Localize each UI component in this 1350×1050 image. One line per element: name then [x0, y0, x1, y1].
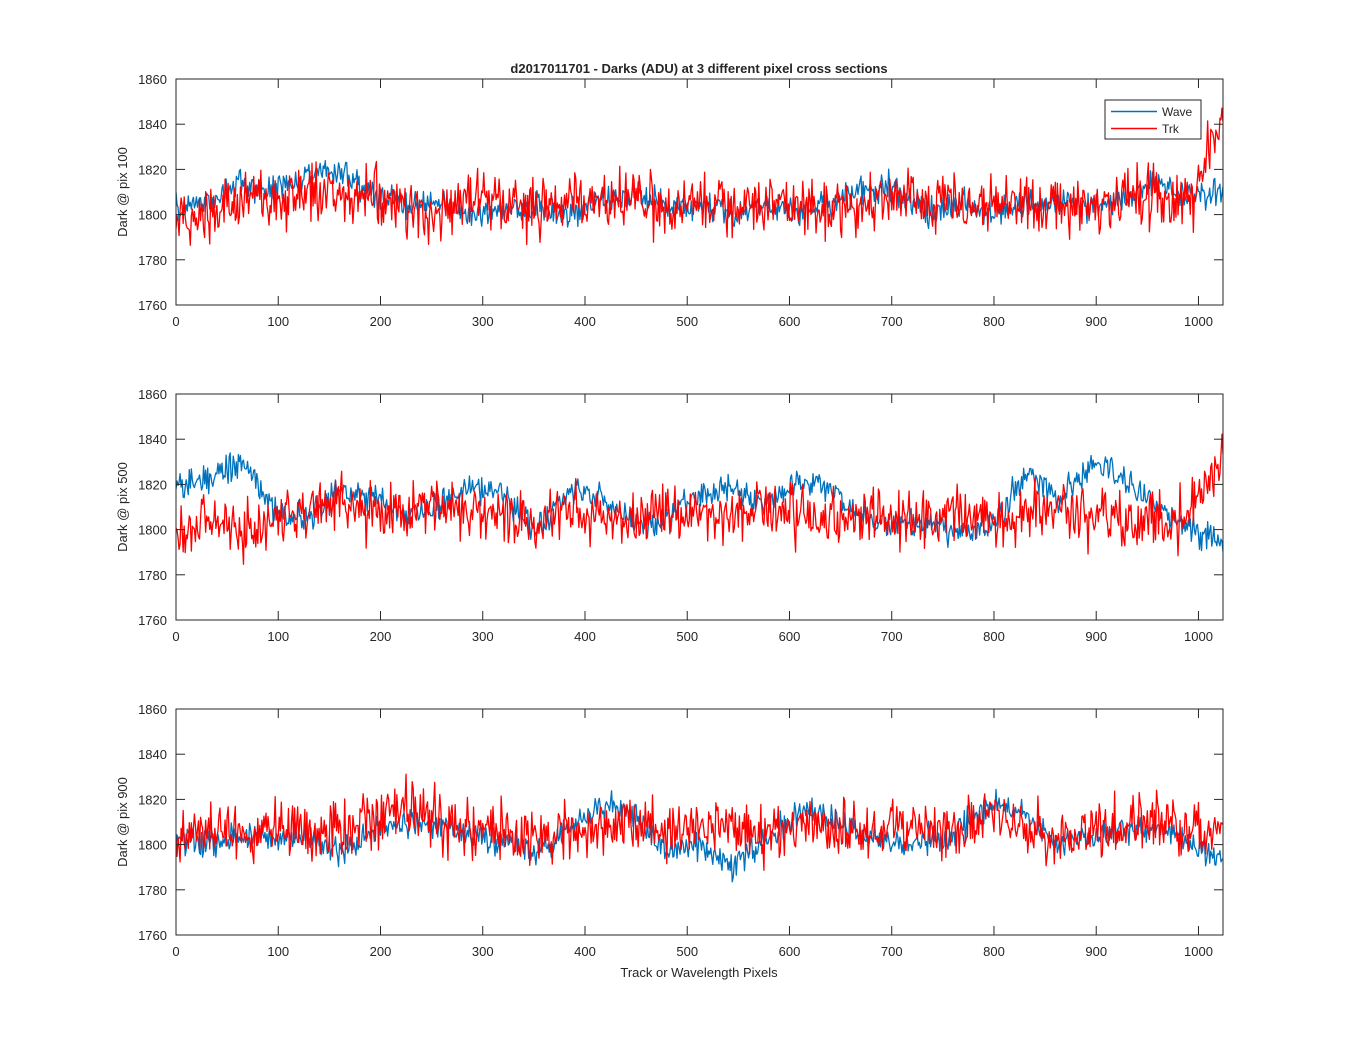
- x-tick-label: 900: [1085, 314, 1107, 329]
- x-tick-label: 300: [472, 944, 494, 959]
- y-tick-label: 1840: [138, 117, 167, 132]
- axes-box: [175, 393, 1224, 621]
- y-tick-label: 1860: [138, 702, 167, 717]
- x-tick-label: 200: [370, 629, 392, 644]
- y-tick-label: 1840: [138, 432, 167, 447]
- x-tick-label: 100: [267, 314, 289, 329]
- x-tick-label: 200: [370, 314, 392, 329]
- x-tick-label: 600: [779, 314, 801, 329]
- x-tick-label: 0: [172, 944, 179, 959]
- legend-label-wave: Wave: [1162, 105, 1193, 119]
- y-tick-label: 1780: [138, 568, 167, 583]
- x-tick-label: 400: [574, 314, 596, 329]
- y-tick-label: 1800: [138, 838, 167, 853]
- y-tick-label: 1780: [138, 253, 167, 268]
- x-tick-label: 600: [779, 629, 801, 644]
- x-tick-label: 800: [983, 629, 1005, 644]
- series-line-trk: [176, 107, 1223, 246]
- y-axis-label: Dark @ pix 500: [115, 462, 130, 552]
- y-tick-label: 1820: [138, 477, 167, 492]
- y-tick-label: 1780: [138, 883, 167, 898]
- x-axis-label: Track or Wavelength Pixels: [620, 965, 778, 980]
- subplot-3: 0 100 200 300 400 500 600 700 800 900 1000 1760 1780…: [115, 702, 1224, 959]
- x-tick-label: 500: [676, 629, 698, 644]
- y-axis-label: Dark @ pix 900: [115, 777, 130, 867]
- x-tick-label: 900: [1085, 944, 1107, 959]
- y-tick-label: 1760: [138, 613, 167, 628]
- x-tick-label: 1000: [1184, 314, 1213, 329]
- axes-box: [175, 708, 1224, 936]
- x-tick-label: 100: [267, 629, 289, 644]
- series-line-trk: [176, 773, 1223, 871]
- x-tick-label: 0: [172, 629, 179, 644]
- subplot-2: 0 100 200 300 400 500 600 700 800 900 1000 1760 1780…: [115, 387, 1224, 644]
- legend-label-trk: Trk: [1162, 122, 1180, 136]
- x-tick-label: 300: [472, 314, 494, 329]
- y-tick-label: 1820: [138, 162, 167, 177]
- legend-box: [1104, 99, 1202, 140]
- y-tick-label: 1760: [138, 298, 167, 313]
- x-tick-label: 900: [1085, 629, 1107, 644]
- legend: Wave Trk: [1104, 99, 1202, 140]
- figure-title: d2017011701 - Darks (ADU) at 3 different…: [510, 61, 887, 76]
- x-tick-label: 500: [676, 944, 698, 959]
- x-tick-label: 800: [983, 944, 1005, 959]
- series-line-wave: [176, 452, 1223, 552]
- x-tick-label: 400: [574, 944, 596, 959]
- x-tick-label: 300: [472, 629, 494, 644]
- subplot-1: 0 100 200 300 400 500 600 700 800 900 1000 1760 1780…: [115, 72, 1224, 329]
- y-tick-label: 1860: [138, 72, 167, 87]
- x-tick-label: 800: [983, 314, 1005, 329]
- y-tick-label: 1800: [138, 523, 167, 538]
- x-tick-label: 0: [172, 314, 179, 329]
- x-tick-label: 500: [676, 314, 698, 329]
- y-tick-label: 1760: [138, 928, 167, 943]
- x-tick-label: 700: [881, 314, 903, 329]
- y-tick-label: 1860: [138, 387, 167, 402]
- y-tick-label: 1820: [138, 792, 167, 807]
- x-tick-label: 100: [267, 944, 289, 959]
- x-tick-label: 600: [779, 944, 801, 959]
- y-axis-label: Dark @ pix 100: [115, 147, 130, 237]
- y-tick-label: 1800: [138, 208, 167, 223]
- y-tick-label: 1840: [138, 747, 167, 762]
- x-tick-label: 1000: [1184, 629, 1213, 644]
- x-tick-label: 700: [881, 944, 903, 959]
- x-tick-label: 700: [881, 629, 903, 644]
- axes-box: [175, 78, 1224, 306]
- x-tick-label: 1000: [1184, 944, 1213, 959]
- x-tick-label: 400: [574, 629, 596, 644]
- x-tick-label: 200: [370, 944, 392, 959]
- series-line-trk: [176, 433, 1223, 565]
